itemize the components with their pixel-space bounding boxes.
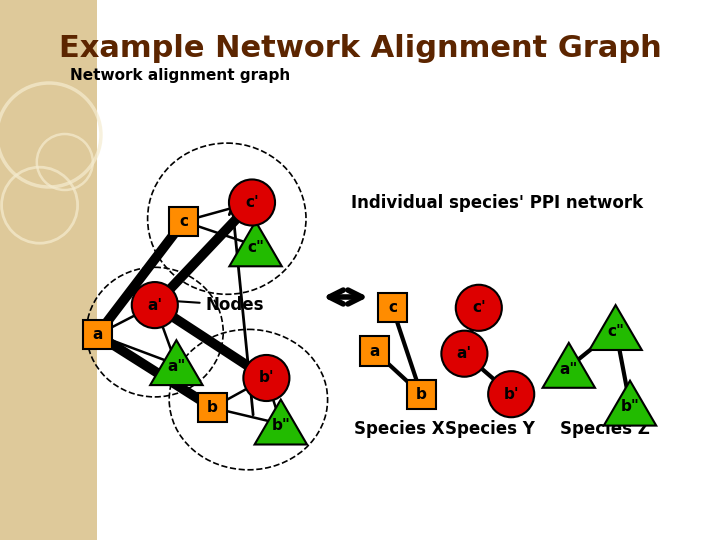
Polygon shape: [230, 221, 282, 266]
Text: a': a': [147, 298, 163, 313]
Text: b': b': [258, 370, 274, 386]
Text: a': a': [456, 346, 472, 361]
Text: c: c: [179, 214, 188, 229]
Text: Individual species' PPI network: Individual species' PPI network: [351, 193, 643, 212]
Circle shape: [441, 330, 487, 377]
Polygon shape: [543, 343, 595, 388]
FancyBboxPatch shape: [360, 336, 389, 366]
Polygon shape: [590, 305, 642, 350]
Text: c: c: [388, 300, 397, 315]
FancyBboxPatch shape: [198, 393, 227, 422]
Text: c': c': [472, 300, 486, 315]
Polygon shape: [150, 340, 202, 385]
Text: c": c": [247, 240, 264, 255]
Text: b: b: [415, 387, 427, 402]
Text: Network alignment graph: Network alignment graph: [70, 68, 290, 83]
Text: Species Y: Species Y: [445, 420, 534, 438]
Circle shape: [456, 285, 502, 331]
Text: b": b": [271, 418, 290, 433]
Text: a": a": [559, 362, 578, 376]
Text: b: b: [207, 400, 218, 415]
FancyBboxPatch shape: [169, 207, 198, 236]
Text: Species X: Species X: [354, 420, 445, 438]
Text: b": b": [621, 400, 639, 414]
Circle shape: [132, 282, 178, 328]
Text: c': c': [245, 195, 259, 210]
Text: a: a: [92, 327, 102, 342]
Circle shape: [243, 355, 289, 401]
Text: b': b': [503, 387, 519, 402]
Text: Example Network Alignment Graph: Example Network Alignment Graph: [58, 34, 662, 63]
Bar: [0, 0, 97, 540]
Text: c": c": [607, 324, 624, 339]
Text: Species Z: Species Z: [560, 420, 649, 438]
Circle shape: [229, 179, 275, 226]
FancyBboxPatch shape: [407, 380, 436, 409]
Polygon shape: [604, 381, 656, 426]
Text: a": a": [167, 359, 186, 374]
Circle shape: [488, 371, 534, 417]
Text: Nodes: Nodes: [165, 296, 264, 314]
Text: a: a: [369, 343, 379, 359]
FancyBboxPatch shape: [378, 293, 407, 322]
Polygon shape: [255, 400, 307, 444]
FancyBboxPatch shape: [83, 320, 112, 349]
